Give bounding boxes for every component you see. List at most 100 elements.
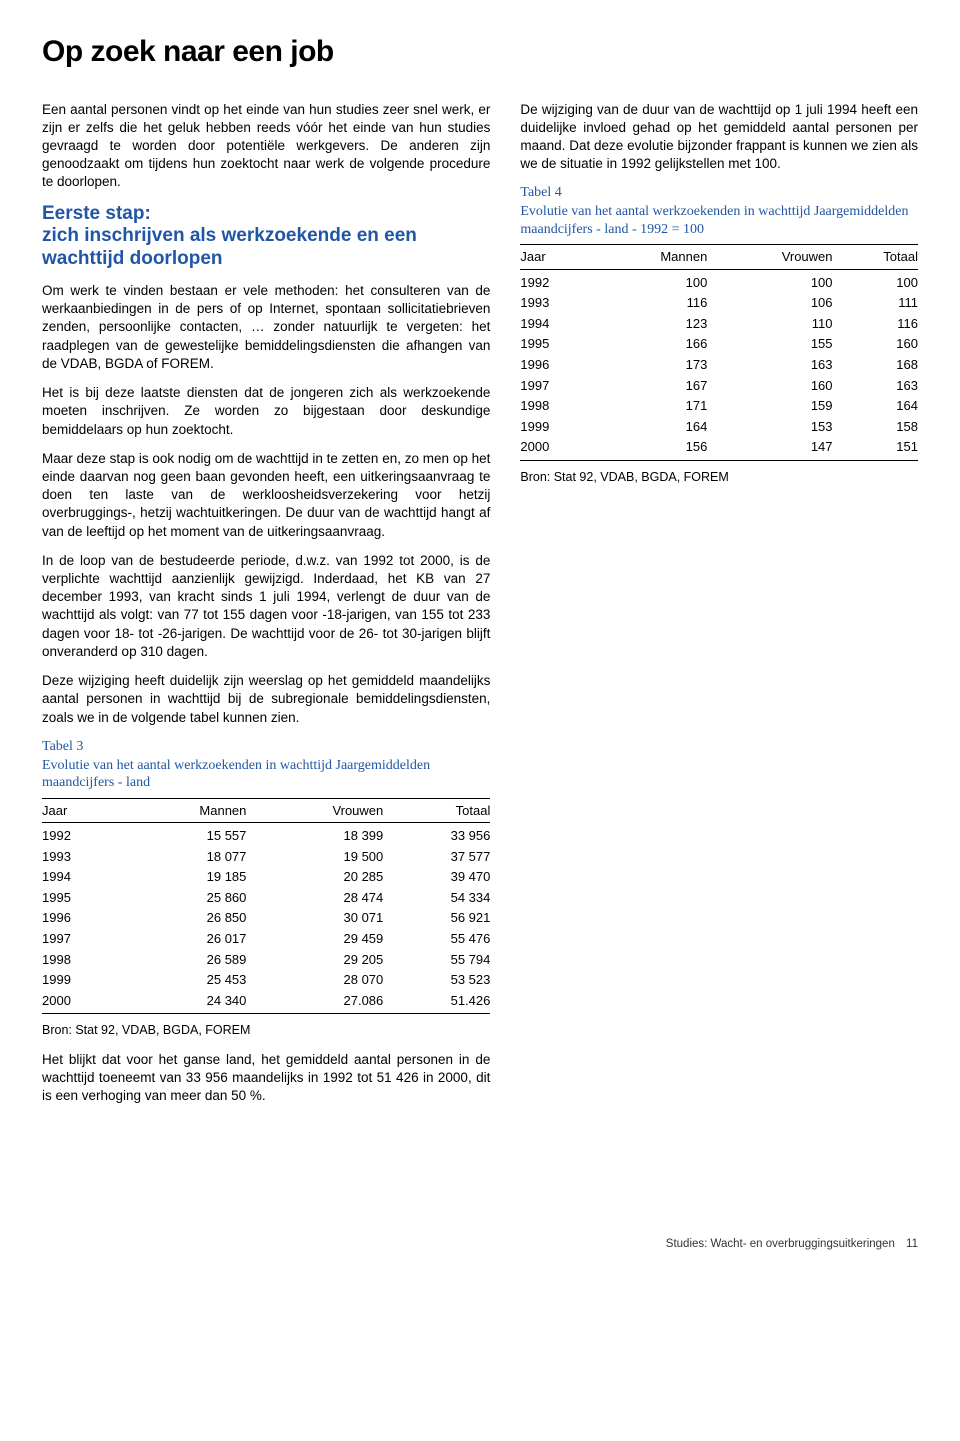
table-cell: 18 399 <box>246 823 383 847</box>
table-cell: 25 860 <box>120 887 247 908</box>
table-row: 1994123110116 <box>520 313 918 334</box>
body-paragraph: Om werk te vinden bestaan er vele method… <box>42 282 490 373</box>
table-cell: 19 500 <box>246 846 383 867</box>
footer-text: Studies: Wacht- en overbruggingsuitkerin… <box>666 1238 895 1250</box>
table-cell: 173 <box>592 355 708 376</box>
table-cell: 160 <box>707 375 832 396</box>
table-cell: 15 557 <box>120 823 247 847</box>
heading-line-2: zich inschrijven als werkzoekende en een… <box>42 225 417 269</box>
table-cell: 2000 <box>520 437 591 461</box>
table-cell: 29 205 <box>246 949 383 970</box>
table-cell: 27.086 <box>246 990 383 1014</box>
col-jaar: Jaar <box>42 798 120 823</box>
table-cell: 100 <box>592 269 708 293</box>
table-cell: 28 070 <box>246 970 383 991</box>
table-cell: 1997 <box>42 928 120 949</box>
table-cell: 100 <box>833 269 918 293</box>
table-cell: 1998 <box>42 949 120 970</box>
two-column-layout: Een aantal personen vindt op het einde v… <box>42 101 918 1117</box>
section-heading-eerste-stap: Eerste stap: zich inschrijven als werkzo… <box>42 203 490 271</box>
table-cell: 166 <box>592 334 708 355</box>
table-cell: 106 <box>707 293 832 314</box>
table-cell: 164 <box>592 416 708 437</box>
heading-line-1: Eerste stap: <box>42 203 151 224</box>
table-cell: 155 <box>707 334 832 355</box>
table-cell: 2000 <box>42 990 120 1014</box>
table-row: 1996173163168 <box>520 355 918 376</box>
table-cell: 100 <box>707 269 832 293</box>
body-paragraph: Deze wijziging heeft duidelijk zijn weer… <box>42 672 490 727</box>
table-cell: 30 071 <box>246 908 383 929</box>
table-cell: 1997 <box>520 375 591 396</box>
body-paragraph: Maar deze stap is ook nodig om de wachtt… <box>42 450 490 541</box>
right-column: De wijziging van de duur van de wachttij… <box>520 101 918 1117</box>
table-cell: 116 <box>833 313 918 334</box>
page-number: 11 <box>906 1238 918 1250</box>
table-cell: 56 921 <box>383 908 490 929</box>
table-cell: 53 523 <box>383 970 490 991</box>
table-cell: 153 <box>707 416 832 437</box>
table-cell: 1994 <box>42 867 120 888</box>
table-row: 199925 45328 07053 523 <box>42 970 490 991</box>
table-cell: 1993 <box>42 846 120 867</box>
table-cell: 116 <box>592 293 708 314</box>
table-row: 1995166155160 <box>520 334 918 355</box>
table-cell: 29 459 <box>246 928 383 949</box>
table-cell: 163 <box>833 375 918 396</box>
table-cell: 1996 <box>520 355 591 376</box>
table-cell: 111 <box>833 293 918 314</box>
table-cell: 1999 <box>42 970 120 991</box>
table-cell: 171 <box>592 396 708 417</box>
col-mannen: Mannen <box>592 245 708 270</box>
col-jaar: Jaar <box>520 245 591 270</box>
table-cell: 123 <box>592 313 708 334</box>
table-header-row: Jaar Mannen Vrouwen Totaal <box>42 798 490 823</box>
body-paragraph: In de loop van de bestudeerde periode, d… <box>42 552 490 661</box>
table-cell: 1995 <box>520 334 591 355</box>
table-cell: 1995 <box>42 887 120 908</box>
table-cell: 1992 <box>42 823 120 847</box>
table-cell: 25 453 <box>120 970 247 991</box>
table-row: 1993116106111 <box>520 293 918 314</box>
table-cell: 147 <box>707 437 832 461</box>
table-cell: 151 <box>833 437 918 461</box>
table-cell: 18 077 <box>120 846 247 867</box>
page-title: Op zoek naar een job <box>42 32 918 73</box>
table-cell: 1992 <box>520 269 591 293</box>
table-row: 2000156147151 <box>520 437 918 461</box>
table-cell: 26 017 <box>120 928 247 949</box>
table-cell: 55 476 <box>383 928 490 949</box>
table3-source: Bron: Stat 92, VDAB, BGDA, FOREM <box>42 1022 490 1039</box>
table-cell: 54 334 <box>383 887 490 908</box>
table-cell: 24 340 <box>120 990 247 1014</box>
table4-label: Tabel 4 <box>520 184 918 203</box>
table-row: 1999164153158 <box>520 416 918 437</box>
table-header-row: Jaar Mannen Vrouwen Totaal <box>520 245 918 270</box>
body-paragraph: De wijziging van de duur van de wachttij… <box>520 101 918 174</box>
table-cell: 1994 <box>520 313 591 334</box>
table4-source: Bron: Stat 92, VDAB, BGDA, FOREM <box>520 469 918 486</box>
table3: Jaar Mannen Vrouwen Totaal 199215 55718 … <box>42 798 490 1014</box>
table-cell: 164 <box>833 396 918 417</box>
table4-title: Evolutie van het aantal werkzoekenden in… <box>520 203 918 238</box>
table-cell: 37 577 <box>383 846 490 867</box>
table-cell: 1999 <box>520 416 591 437</box>
table-cell: 1996 <box>42 908 120 929</box>
table-cell: 19 185 <box>120 867 247 888</box>
table-cell: 55 794 <box>383 949 490 970</box>
table4: Jaar Mannen Vrouwen Totaal 1992100100100… <box>520 244 918 460</box>
table-cell: 1998 <box>520 396 591 417</box>
table-row: 199215 55718 39933 956 <box>42 823 490 847</box>
table-cell: 39 470 <box>383 867 490 888</box>
intro-paragraph: Een aantal personen vindt op het einde v… <box>42 101 490 192</box>
table3-title: Evolutie van het aantal werkzoekenden in… <box>42 757 490 792</box>
table-cell: 20 285 <box>246 867 383 888</box>
table-row: 200024 34027.08651.426 <box>42 990 490 1014</box>
table-row: 199826 58929 20555 794 <box>42 949 490 970</box>
table-cell: 159 <box>707 396 832 417</box>
table-cell: 167 <box>592 375 708 396</box>
col-vrouwen: Vrouwen <box>707 245 832 270</box>
col-totaal: Totaal <box>383 798 490 823</box>
table-row: 199626 85030 07156 921 <box>42 908 490 929</box>
table-cell: 28 474 <box>246 887 383 908</box>
